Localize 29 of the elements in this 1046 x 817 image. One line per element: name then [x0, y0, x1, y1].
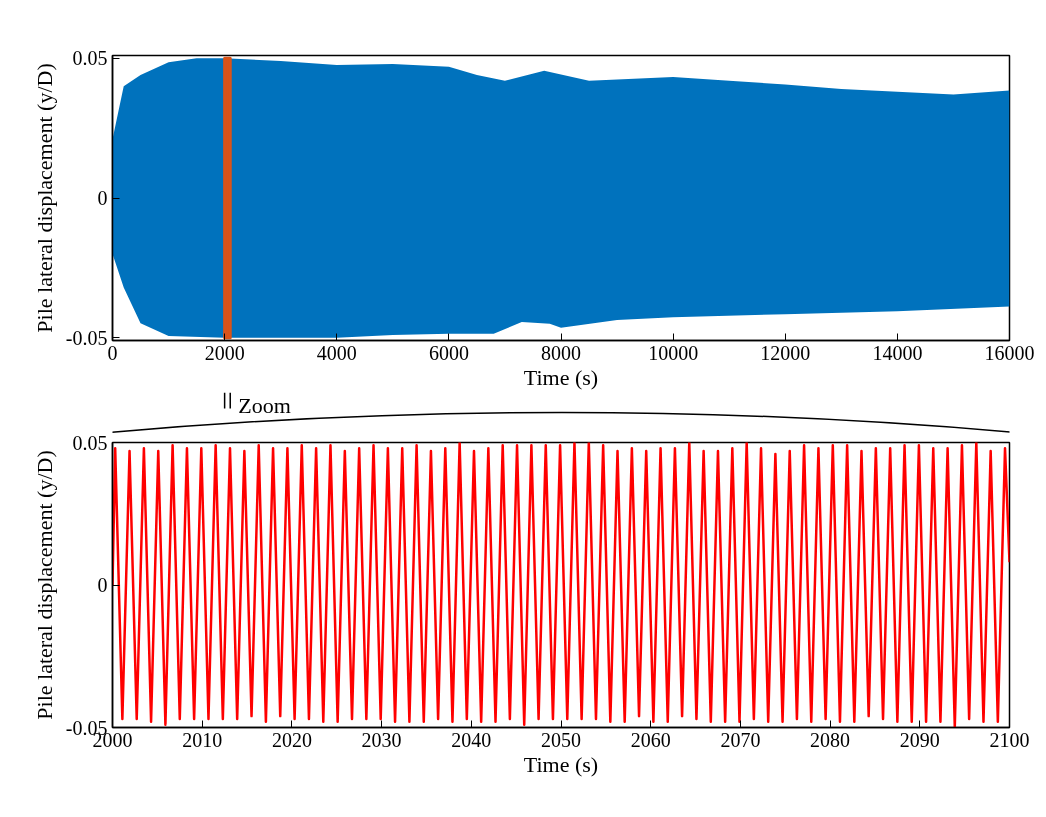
y-axis-title: Pile lateral displacement (y/D) — [31, 450, 57, 720]
x-tick-label: 4000 — [316, 341, 357, 364]
y-axis-title: Pile lateral displacement (y/D) — [31, 63, 57, 333]
y-tick-label: -0.05 — [65, 326, 108, 349]
x-tick-label: 2030 — [361, 728, 402, 751]
x-tick-label: 2090 — [899, 728, 940, 751]
x-tick-label: 2080 — [810, 728, 851, 751]
x-tick-label: 2070 — [720, 728, 761, 751]
y-tick-label: 0.05 — [72, 47, 108, 70]
x-tick-label: 16000 — [984, 341, 1035, 364]
x-tick-label: 8000 — [541, 341, 581, 364]
x-tick-label: 2060 — [630, 728, 671, 751]
y-tick-label: 0.05 — [72, 431, 108, 454]
x-tick-label: 2100 — [989, 728, 1030, 751]
x-tick-label: 2050 — [541, 728, 581, 751]
x-tick-label: 14000 — [872, 341, 923, 364]
line-series — [112, 442, 1010, 728]
x-tick-label: 6000 — [428, 341, 469, 364]
y-tick-label: 0 — [97, 187, 108, 209]
x-tick-label: 2010 — [182, 728, 223, 751]
y-tick-label: 0 — [97, 574, 108, 596]
x-tick-label: 12000 — [760, 341, 811, 364]
x-axis-title: Time (s) — [523, 751, 599, 777]
x-axis-title: Time (s) — [523, 364, 599, 390]
x-tick-label: 2040 — [451, 728, 492, 751]
x-tick-label: 10000 — [648, 341, 699, 364]
text: Zoom — [238, 392, 291, 418]
x-tick-label: 2020 — [271, 728, 312, 751]
x-tick-label: 2000 — [204, 341, 245, 364]
